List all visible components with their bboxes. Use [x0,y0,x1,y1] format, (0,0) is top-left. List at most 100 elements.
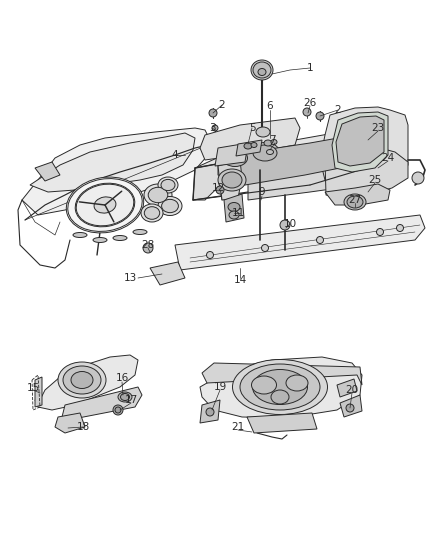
Ellipse shape [264,140,272,146]
Ellipse shape [206,252,213,259]
Ellipse shape [251,376,276,394]
Polygon shape [215,143,248,166]
Text: 20: 20 [346,385,359,395]
Ellipse shape [261,245,268,252]
Ellipse shape [219,147,251,169]
Text: 12: 12 [212,183,225,193]
Polygon shape [325,184,390,205]
Text: 26: 26 [304,98,317,108]
Text: 4: 4 [172,150,178,160]
Ellipse shape [347,196,363,208]
Ellipse shape [396,224,403,231]
Ellipse shape [317,237,324,244]
Text: 19: 19 [213,382,226,392]
Polygon shape [30,133,195,192]
Ellipse shape [253,62,271,78]
Ellipse shape [252,369,307,405]
Polygon shape [224,194,244,222]
Ellipse shape [143,243,153,253]
Ellipse shape [250,142,280,164]
Polygon shape [340,395,362,417]
Ellipse shape [148,187,168,203]
Text: 15: 15 [26,383,39,393]
Ellipse shape [222,172,242,188]
Ellipse shape [233,359,328,415]
Polygon shape [62,387,142,420]
Text: 13: 13 [124,273,137,283]
Text: 25: 25 [368,175,381,185]
Ellipse shape [144,184,172,206]
Polygon shape [200,400,220,423]
Ellipse shape [209,109,217,117]
Ellipse shape [256,127,270,137]
Ellipse shape [303,108,311,116]
Ellipse shape [244,143,252,149]
Polygon shape [150,262,185,285]
Ellipse shape [115,407,121,413]
Ellipse shape [141,204,163,222]
Ellipse shape [71,372,93,389]
Ellipse shape [206,408,214,416]
Text: 24: 24 [381,153,395,163]
Polygon shape [218,160,242,200]
Polygon shape [332,112,388,172]
Ellipse shape [158,177,178,193]
Polygon shape [218,135,355,185]
Ellipse shape [94,197,116,213]
Ellipse shape [144,207,160,219]
Text: 16: 16 [115,373,129,383]
Ellipse shape [344,194,366,210]
Polygon shape [175,215,425,270]
Ellipse shape [162,199,178,213]
Text: 7: 7 [268,135,276,145]
Text: 2: 2 [335,105,341,115]
Ellipse shape [73,232,87,238]
Ellipse shape [266,149,273,155]
Ellipse shape [216,186,224,194]
Text: 11: 11 [231,208,245,218]
Text: 18: 18 [76,422,90,432]
Ellipse shape [75,183,135,227]
Text: 17: 17 [124,395,138,405]
Ellipse shape [212,125,218,131]
Text: 27: 27 [348,195,362,205]
Text: 28: 28 [141,240,155,250]
Ellipse shape [229,211,239,219]
Polygon shape [325,148,408,200]
Ellipse shape [258,69,266,76]
Ellipse shape [377,229,384,236]
Polygon shape [35,162,60,181]
Text: 10: 10 [283,219,297,229]
Polygon shape [247,413,317,433]
Polygon shape [236,140,262,156]
Polygon shape [248,135,360,200]
Polygon shape [202,363,362,385]
Text: 6: 6 [267,101,273,111]
Polygon shape [193,158,248,200]
Ellipse shape [240,364,320,410]
Polygon shape [320,107,408,192]
Ellipse shape [316,112,324,120]
Ellipse shape [118,392,132,402]
Ellipse shape [63,366,101,394]
Ellipse shape [228,203,240,212]
Text: 23: 23 [371,123,385,133]
Ellipse shape [412,172,424,184]
Text: 21: 21 [231,422,245,432]
Polygon shape [55,413,85,433]
Text: 14: 14 [233,275,247,285]
Ellipse shape [218,169,246,191]
Polygon shape [337,379,357,397]
Polygon shape [195,125,360,168]
Ellipse shape [158,197,182,215]
Text: 5: 5 [249,123,255,133]
Ellipse shape [161,180,175,191]
Polygon shape [22,128,210,215]
Ellipse shape [286,375,308,391]
Polygon shape [35,377,42,407]
Ellipse shape [133,230,147,235]
Ellipse shape [93,238,107,243]
Ellipse shape [66,177,144,233]
Text: 9: 9 [259,187,265,197]
Ellipse shape [251,60,273,80]
